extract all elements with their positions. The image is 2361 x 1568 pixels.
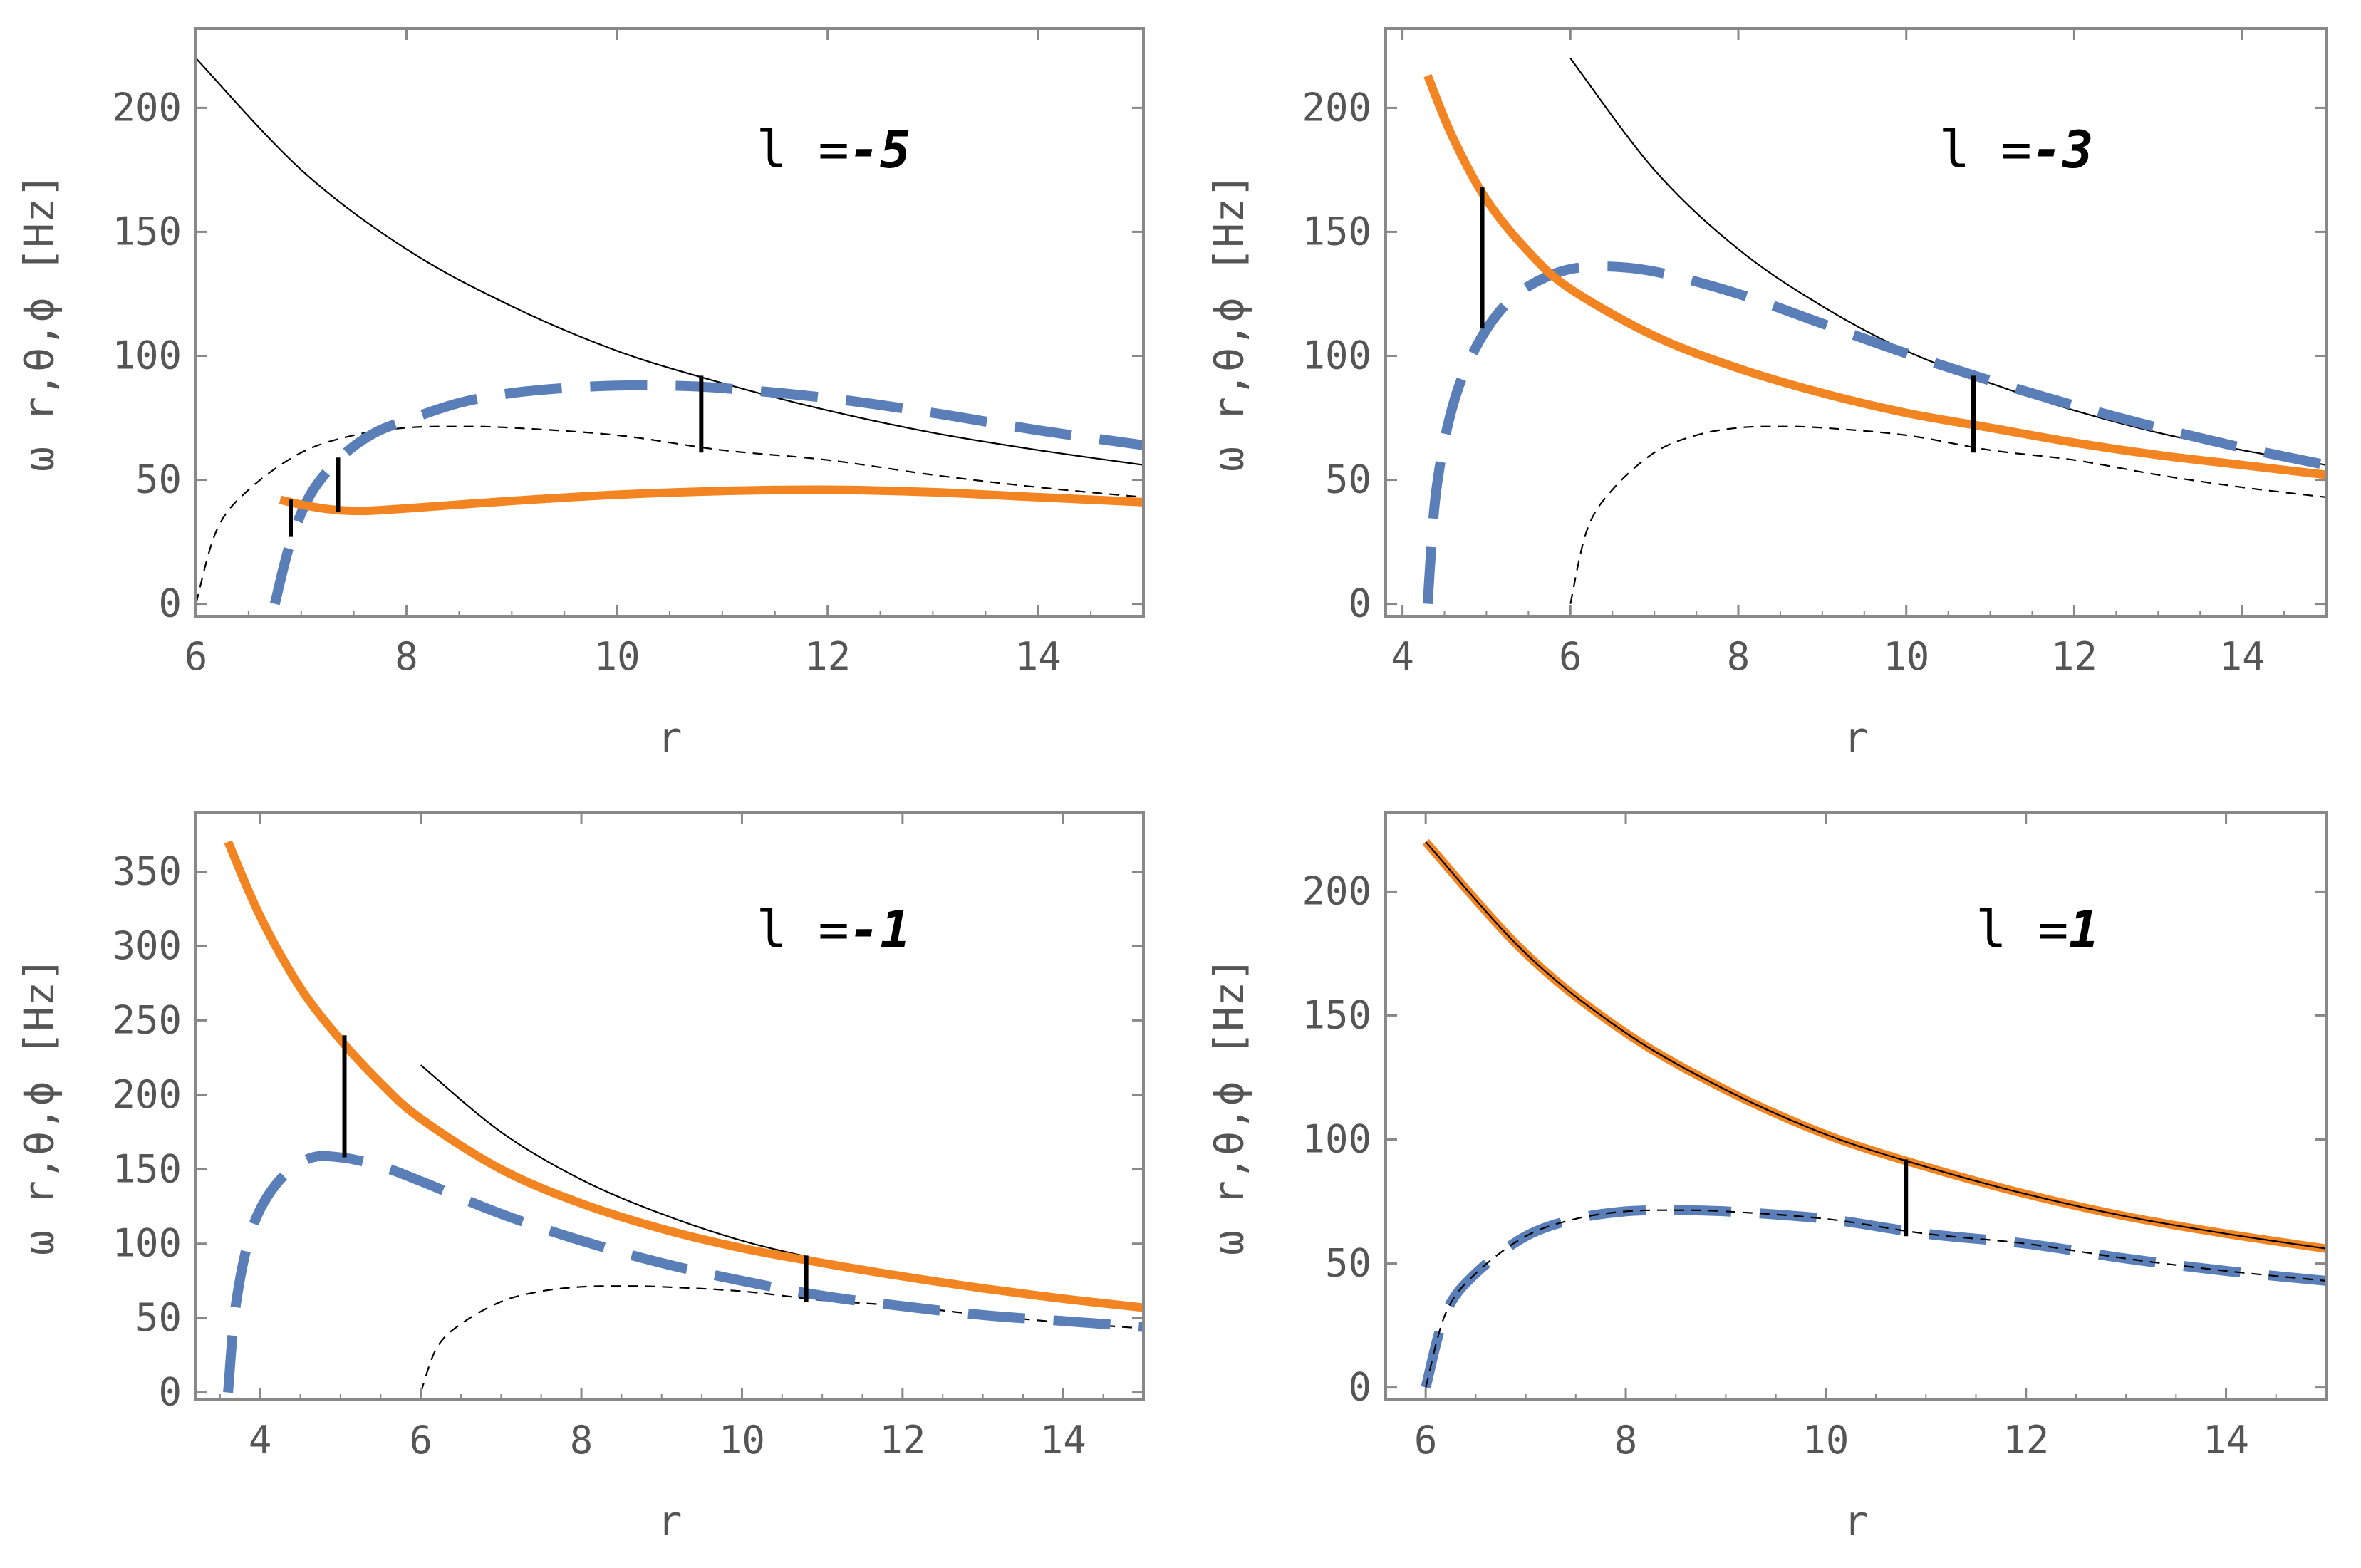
- y-axis-title: ω r,θ,ϕ [Hz]: [15, 173, 63, 472]
- x-tick-label: 8: [1727, 634, 1750, 679]
- y-tick-label: 200: [112, 85, 182, 130]
- y-tick-label: 0: [158, 1370, 182, 1415]
- x-tick-label: 12: [2051, 634, 2097, 679]
- panel-top-left: 6 8 10 12 14 0 50 100 150 200 r ω r,θ,ϕ [Hz] l =-5: [15, 27, 1145, 762]
- series-line-thick-solid: [279, 485, 1143, 516]
- x-tick-label: 8: [570, 1418, 593, 1463]
- panel-bottom-left: 4 6 8 10 12 14 0 50 100 150 200 250 300 350 r ω r,θ,ϕ […: [15, 811, 1145, 1545]
- x-tick-label: 6: [1559, 634, 1582, 679]
- y-tick-label: 200: [112, 1072, 182, 1117]
- y-axis-title: ω r,θ,ϕ [Hz]: [15, 957, 63, 1255]
- series-group: [223, 840, 1143, 1393]
- y-tick-label: 50: [135, 457, 182, 502]
- x-tick-label: 10: [594, 634, 640, 679]
- panel-bottom-right: 6 8 10 12 14 0 50 100 150 200 r ω r,θ,ϕ [Hz] l =1: [1205, 811, 2328, 1545]
- panel-annotation: l =-1: [757, 900, 911, 960]
- x-tick-label: 14: [2203, 1418, 2249, 1463]
- series-line-thin-solid: [196, 58, 1143, 466]
- y-tick-label: 350: [112, 849, 182, 894]
- panel-annotation: l =-5: [757, 120, 911, 180]
- x-tick-label: 14: [1015, 634, 1062, 679]
- panel-annotation: l =1: [1976, 900, 2099, 960]
- x-tick-label: 10: [719, 1418, 765, 1463]
- x-tick-label: 12: [2003, 1418, 2049, 1463]
- y-tick-label: 50: [1325, 1241, 1371, 1286]
- y-tick-label: 150: [1302, 209, 1371, 254]
- y-tick-label: 100: [1302, 333, 1371, 378]
- y-tick-label: 150: [112, 209, 182, 254]
- series-line-thin-dashed: [1569, 425, 2326, 604]
- x-tick-label: 6: [409, 1418, 432, 1463]
- series-line-thin-dashed: [420, 1285, 1143, 1393]
- x-tick-label: 6: [1414, 1418, 1438, 1463]
- series-line-thin-dashed: [196, 425, 1143, 604]
- y-tick-label: 100: [112, 333, 182, 378]
- x-tick-label: 8: [395, 634, 418, 679]
- y-tick-label: 100: [112, 1221, 182, 1266]
- x-tick-label: 10: [1883, 634, 1929, 679]
- series-line-thick-dashed: [1421, 1205, 2326, 1389]
- x-tick-label: 6: [185, 634, 208, 679]
- series-line-thick-solid: [1422, 838, 2326, 1253]
- y-tick-label: 150: [1302, 992, 1371, 1037]
- x-tick-label: 10: [1802, 1418, 1849, 1463]
- x-tick-label: 4: [1391, 634, 1414, 679]
- x-tick-label: 4: [249, 1418, 272, 1463]
- series-line-thin-solid: [1425, 841, 2326, 1250]
- x-tick-label: 12: [804, 634, 851, 679]
- plot-frame: [194, 811, 1145, 1401]
- x-axis-title: r: [658, 1497, 683, 1545]
- y-tick-label: 50: [135, 1295, 182, 1340]
- y-tick-label: 200: [1302, 85, 1371, 130]
- x-tick-label: 14: [2219, 634, 2266, 679]
- series-line-thick-dashed: [270, 380, 1143, 606]
- series-line-thick-dashed: [223, 1151, 1143, 1393]
- plot-frame: [194, 27, 1145, 618]
- series-line-thick-solid: [224, 840, 1143, 1312]
- x-tick-label: 14: [1040, 1418, 1086, 1463]
- y-tick-label: 0: [1348, 1365, 1371, 1410]
- y-tick-label: 100: [1302, 1116, 1371, 1161]
- y-axis-title: ω r,θ,ϕ [Hz]: [1205, 173, 1253, 472]
- series-line-thick-dashed: [1422, 261, 2326, 605]
- series-line-thick-solid: [1423, 73, 2326, 479]
- y-tick-label: 250: [112, 997, 182, 1042]
- plot-frame: [1384, 811, 2328, 1401]
- x-axis-title: r: [658, 713, 683, 762]
- y-axis-title: ω r,θ,ϕ [Hz]: [1205, 957, 1253, 1255]
- y-tick-label: 300: [112, 923, 182, 968]
- series-group: [1422, 58, 2326, 605]
- y-tick-label: 150: [112, 1146, 182, 1191]
- y-tick-label: 0: [1348, 581, 1371, 626]
- y-tick-label: 50: [1325, 457, 1371, 502]
- series-group: [1421, 838, 2326, 1389]
- y-tick-label: 0: [158, 581, 182, 626]
- plot-frame: [1384, 27, 2328, 618]
- series-line-thin-dashed: [1425, 1209, 2326, 1388]
- x-axis-title: r: [1844, 1497, 1869, 1545]
- x-tick-label: 8: [1614, 1418, 1638, 1463]
- x-axis-title: r: [1844, 713, 1869, 762]
- x-tick-label: 12: [879, 1418, 925, 1463]
- panel-annotation: l =-3: [1939, 120, 2094, 180]
- y-tick-label: 200: [1302, 868, 1371, 913]
- series-group: [196, 58, 1143, 606]
- panel-top-right: 4 6 8 10 12 14 0 50 100 150 200 r ω r,θ,ϕ [Hz] l =-3: [1205, 27, 2328, 762]
